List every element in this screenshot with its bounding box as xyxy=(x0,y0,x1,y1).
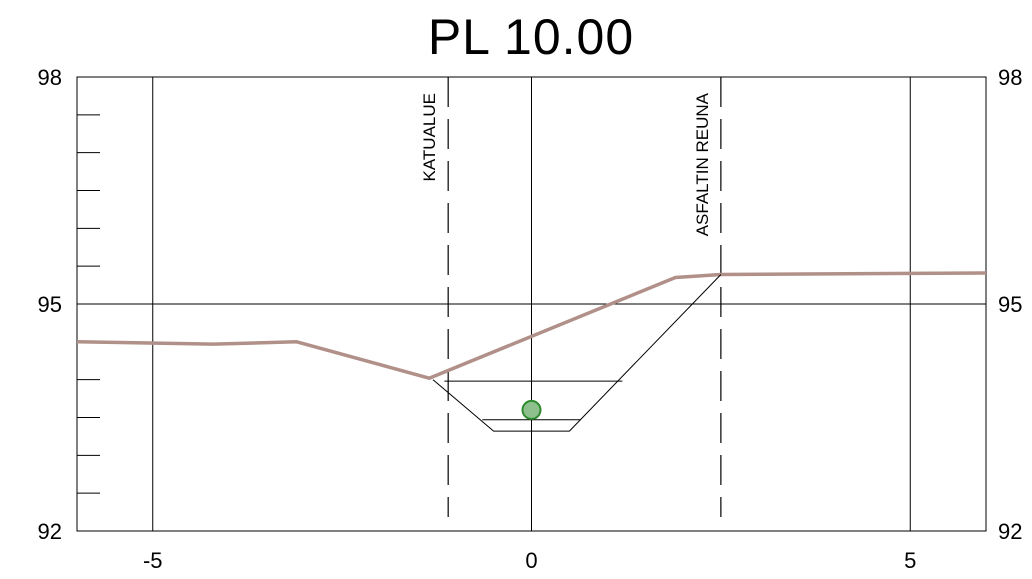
x-tick-label: 0 xyxy=(525,548,537,573)
y-tick-label-left: 95 xyxy=(38,292,62,317)
marker-label: ASFALTIN REUNA xyxy=(693,92,712,236)
label-layer: -5 0 5 92 92 95 95 98 98 KATUALUE ASFALTIN REUNA xyxy=(38,65,1023,573)
ditch-design-line xyxy=(432,274,722,432)
y-tick-label-right: 95 xyxy=(998,292,1022,317)
x-tick-label: -5 xyxy=(143,548,163,573)
chart-title: PL 10.00 xyxy=(427,9,635,65)
y-tick-label-right: 98 xyxy=(998,65,1022,90)
x-tick-label: 5 xyxy=(904,548,916,573)
y-tick-label-left: 98 xyxy=(38,65,62,90)
grid-layer xyxy=(76,76,987,532)
marker-layer xyxy=(447,77,722,517)
y-tick-label-left: 92 xyxy=(38,519,62,544)
y-tick-label-right: 92 xyxy=(998,519,1022,544)
pipe-circle xyxy=(521,399,542,420)
marker-label: KATUALUE xyxy=(420,93,439,182)
series-layer xyxy=(76,271,987,432)
